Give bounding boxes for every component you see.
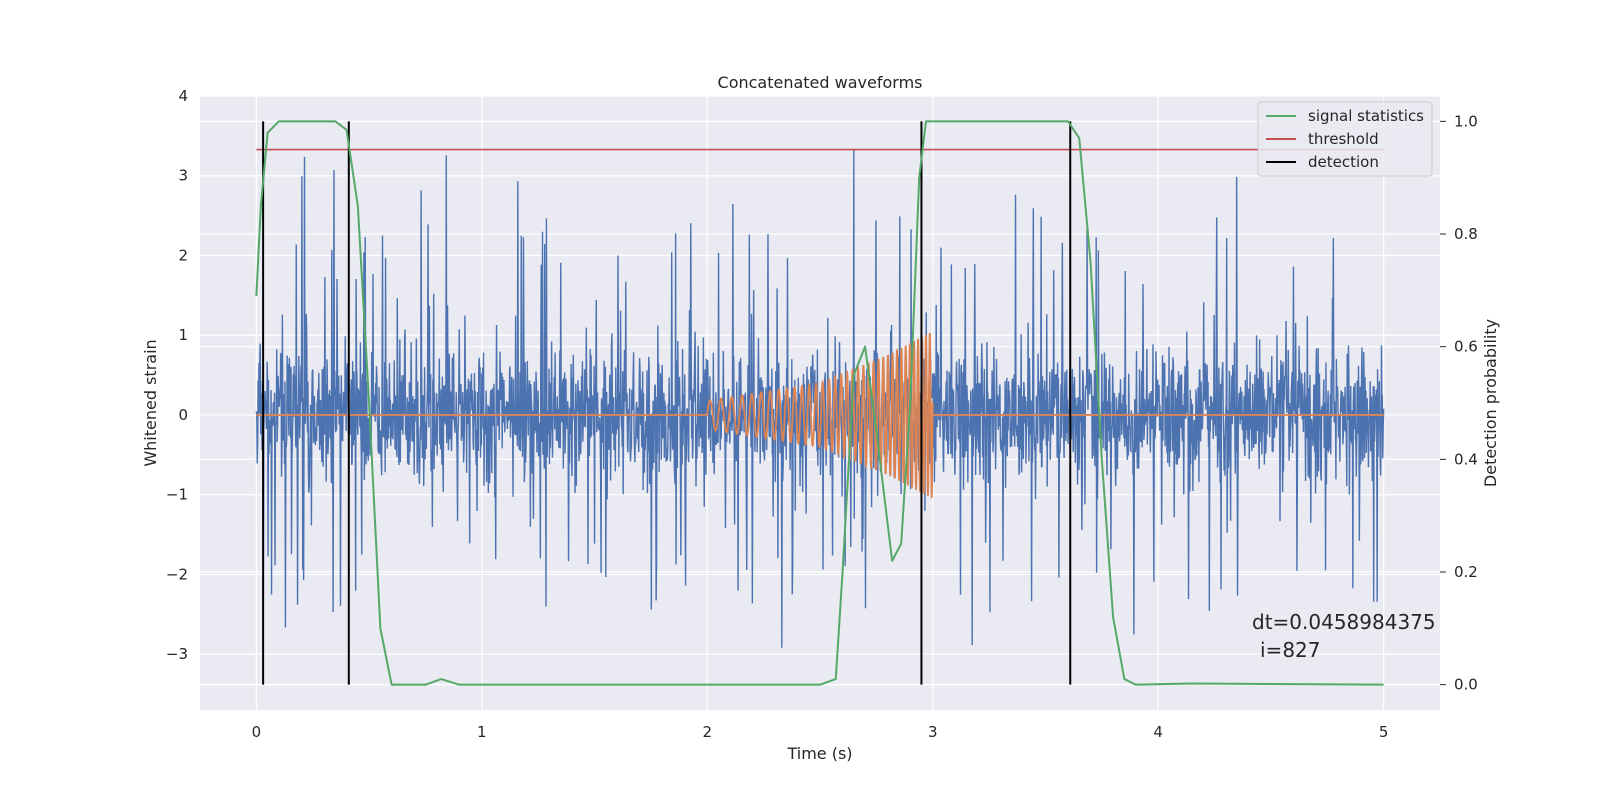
y2-tick-label: 0.6 — [1454, 338, 1478, 356]
y-tick-label: 2 — [178, 246, 188, 264]
y2-tick-label: 0.8 — [1454, 225, 1478, 243]
x-tick-label: 2 — [702, 723, 712, 741]
legend: signal statistics threshold detection — [1257, 101, 1433, 177]
y2-tick-label: 0.0 — [1454, 676, 1478, 694]
x-tick-label: 0 — [252, 723, 262, 741]
axis-ticks: 0 1 2 3 4 5 −3 −2 −1 0 1 2 3 4 0.0 0.2 0.4 0.6 0.8 1.0 — [166, 87, 1478, 741]
series-noise — [255, 149, 1385, 648]
x-tick-label: 4 — [1153, 723, 1163, 741]
noise-line — [255, 149, 1385, 648]
x-tick-label: 5 — [1379, 723, 1389, 741]
y-tick-label: 4 — [178, 87, 188, 105]
legend-label-signal-statistics: signal statistics — [1308, 107, 1424, 125]
legend-box — [1257, 101, 1433, 177]
annotation-dt: dt=0.0458984375 — [1252, 610, 1436, 634]
series-right-axis — [255, 120, 1384, 686]
legend-label-threshold: threshold — [1308, 130, 1379, 148]
y-tick-label: −3 — [166, 645, 188, 663]
annotation-i: i=827 — [1260, 638, 1321, 662]
y-tick-label: 0 — [178, 406, 188, 424]
y-tick-label: −1 — [166, 486, 188, 504]
y-tick-label: 1 — [178, 326, 188, 344]
x-tick-label: 1 — [477, 723, 487, 741]
signal-statistics-line — [255, 120, 1384, 686]
y2-tick-label: 1.0 — [1454, 112, 1478, 130]
y-axis-title: Whitened strain — [141, 339, 160, 466]
y2-tick-label: 0.2 — [1454, 563, 1478, 581]
chirp-line — [256, 332, 1384, 499]
legend-label-detection: detection — [1308, 153, 1379, 171]
x-tick-label: 3 — [928, 723, 938, 741]
chart-title: Concatenated waveforms — [718, 73, 923, 92]
y2-axis-title: Detection probability — [1481, 319, 1500, 487]
y2-tick-label: 0.4 — [1454, 450, 1478, 468]
x-axis-title: Time (s) — [786, 744, 852, 763]
y-tick-label: 3 — [178, 167, 188, 185]
y-tick-label: −2 — [166, 565, 188, 583]
series-chirp — [256, 332, 1384, 499]
